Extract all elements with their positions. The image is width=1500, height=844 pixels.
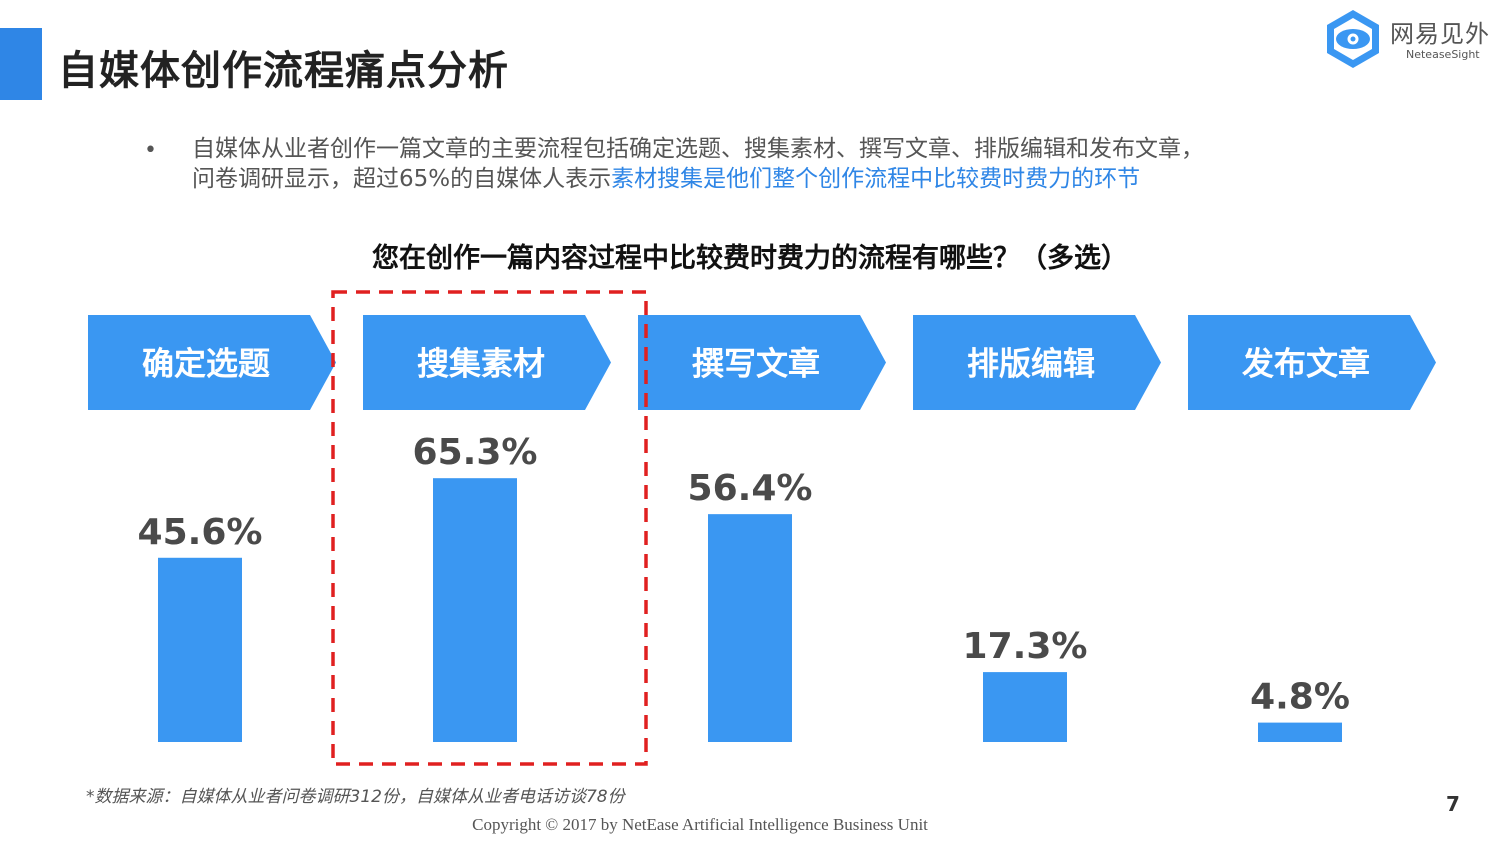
process-step-arrow	[1188, 315, 1436, 410]
summary-highlight: 素材搜集是他们整个创作流程中比较费时费力的环节	[611, 166, 1141, 192]
logo-name-cn: 网易见外	[1390, 20, 1490, 48]
data-label: 4.8%	[1250, 677, 1350, 718]
bar	[1258, 722, 1342, 742]
summary-line-2: 问卷调研显示，超过65%的自媒体人表示素材搜集是他们整个创作流程中比较费时费力的…	[192, 164, 1332, 194]
highlight-box	[331, 290, 648, 766]
page-title: 自媒体创作流程痛点分析	[58, 48, 509, 94]
netease-sight-logo-icon	[1327, 10, 1379, 68]
data-label: 56.4%	[688, 468, 813, 509]
summary-line-1: 自媒体从业者创作一篇文章的主要流程包括确定选题、搜集素材、撰写文章、排版编辑和发…	[192, 136, 1204, 162]
category-label: 搜集素材	[417, 345, 545, 383]
bar	[983, 672, 1067, 742]
category-label: 排版编辑	[967, 345, 1095, 383]
title-accent-bar	[0, 28, 42, 100]
page-number: 7	[1446, 792, 1460, 816]
data-label: 17.3%	[963, 626, 1088, 667]
category-label: 撰写文章	[692, 345, 820, 383]
bar	[708, 514, 792, 742]
logo: 网易见外 NeteaseSight	[1322, 8, 1494, 72]
summary-text: 自媒体从业者创作一篇文章的主要流程包括确定选题、搜集素材、撰写文章、排版编辑和发…	[192, 134, 1332, 194]
process-step-arrow	[913, 315, 1161, 410]
bar	[433, 478, 517, 742]
data-label: 45.6%	[138, 512, 263, 553]
category-label: 发布文章	[1242, 345, 1370, 383]
category-label: 确定选题	[142, 345, 270, 383]
bar	[158, 557, 242, 742]
chart-title: 您在创作一篇内容过程中比较费时费力的流程有哪些？（多选）	[372, 243, 1128, 274]
process-step-arrow	[638, 315, 886, 410]
process-step-arrow	[88, 315, 336, 410]
data-label: 65.3%	[413, 432, 538, 473]
process-step-arrow	[363, 315, 611, 410]
data-source-note: *数据来源：自媒体从业者问卷调研312份，自媒体从业者电话访谈78份	[86, 787, 625, 807]
copyright-text: Copyright © 2017 by NetEase Artificial I…	[472, 815, 928, 834]
bullet-dot: •	[144, 138, 157, 163]
summary-line-2-plain: 问卷调研显示，超过65%的自媒体人表示	[192, 166, 612, 192]
logo-name-en: NeteaseSight	[1406, 48, 1480, 61]
